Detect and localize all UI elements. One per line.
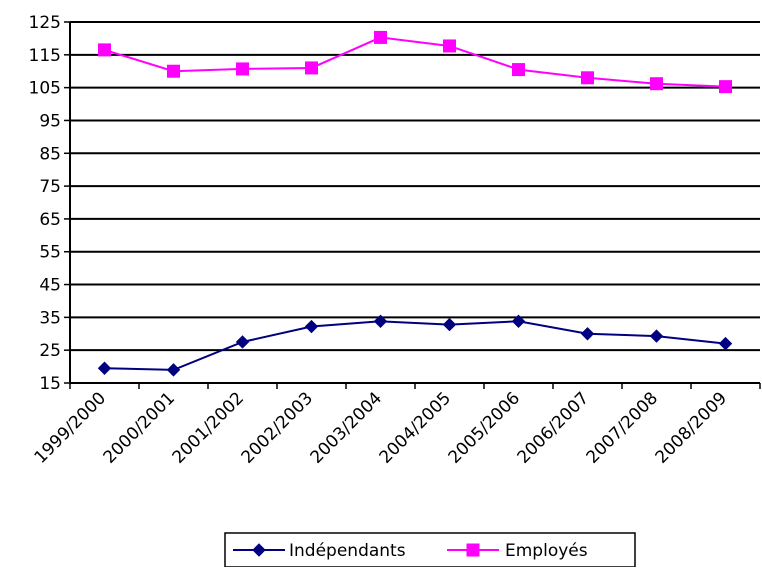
series-line-independants (104, 320, 726, 371)
data-point-independants (166, 363, 181, 377)
y-tick-label: 35 (39, 308, 61, 328)
x-tick-label: 2002/2003 (238, 388, 317, 467)
y-tick-label: 105 (29, 79, 61, 99)
series-employes (98, 30, 732, 94)
y-tick-label: 15 (39, 374, 61, 394)
y-tick-label: 45 (39, 276, 61, 296)
y-tick-labels: 15 25 35 45 55 65 75 85 95 105 115 125 (29, 13, 61, 394)
data-point-independants (235, 335, 250, 349)
data-point-independants (442, 317, 457, 332)
data-point-employes (512, 63, 525, 77)
series-independants (97, 314, 733, 377)
y-tick-label: 55 (39, 243, 61, 263)
x-tick-label: 2003/2004 (307, 388, 386, 467)
data-point-independants (304, 319, 319, 334)
legend-marker-employes (466, 543, 480, 557)
y-tick-label: 115 (29, 46, 61, 66)
data-point-independants (718, 336, 733, 351)
x-tick-label: 2004/2005 (376, 388, 455, 467)
data-point-employes (581, 71, 594, 85)
data-point-independants (97, 361, 112, 375)
x-tick-labels: 1999/20002000/20012001/20022002/20032003… (31, 388, 731, 467)
data-point-employes (719, 80, 732, 94)
y-tick-label: 65 (39, 210, 61, 230)
legend-box (224, 532, 636, 568)
x-tick-label: 2007/2008 (583, 388, 662, 467)
series (97, 30, 733, 377)
y-tick-label: 125 (29, 13, 61, 33)
series-line-employes (104, 36, 726, 88)
data-point-independants (649, 329, 664, 343)
x-tick-label: 2000/2001 (100, 388, 179, 467)
data-point-independants (511, 314, 526, 329)
axes (64, 21, 761, 389)
legend: Indépendants Employés (224, 532, 636, 568)
x-tick-label: 2008/2009 (652, 388, 731, 467)
x-tick-label: 2001/2002 (169, 388, 248, 467)
data-point-employes (167, 64, 180, 78)
data-point-employes (374, 30, 387, 44)
data-point-independants (373, 314, 388, 329)
y-tick-label: 85 (39, 144, 61, 164)
legend-marker-independants (252, 543, 266, 557)
data-point-employes (98, 43, 111, 57)
x-tick-label: 1999/2000 (31, 388, 110, 467)
data-point-employes (305, 61, 318, 75)
data-point-employes (443, 39, 456, 53)
x-tick-label: 2006/2007 (514, 388, 593, 467)
y-tick-label: 25 (39, 341, 61, 361)
data-point-employes (650, 77, 663, 91)
x-tick-label: 2005/2006 (445, 388, 524, 467)
legend-label-independants: Indépendants (289, 541, 406, 561)
y-tick-label: 95 (39, 111, 61, 131)
data-point-employes (236, 62, 249, 76)
y-tick-label: 75 (39, 177, 61, 197)
gridlines (70, 21, 760, 352)
legend-label-employes: Employés (505, 541, 588, 561)
data-point-independants (580, 327, 595, 341)
